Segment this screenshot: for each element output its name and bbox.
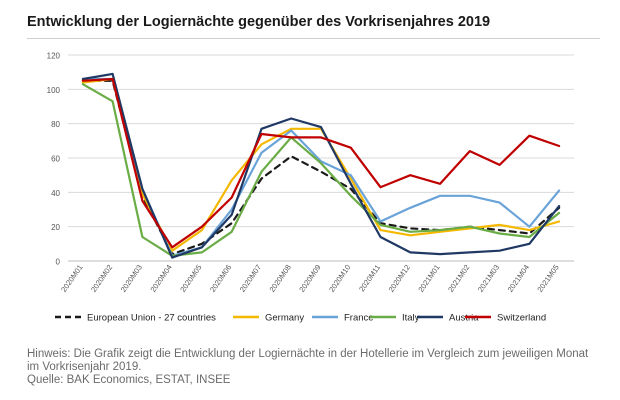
x-tick-label: 2020M10 xyxy=(327,263,352,294)
x-tick-label: 2021M02 xyxy=(446,263,471,294)
title-divider xyxy=(27,38,600,39)
series-line xyxy=(81,77,561,249)
footnote-line-2: im Vorkrisenjahr 2019. xyxy=(27,361,142,373)
series-line xyxy=(81,72,561,259)
source-line: Quelle: BAK Economics, ESTAT, INSEE xyxy=(27,374,231,386)
x-tick-label: 2020M07 xyxy=(238,263,263,294)
x-tick-label: 2020M11 xyxy=(357,263,382,293)
legend-label: France xyxy=(344,313,374,324)
series-line xyxy=(81,79,561,256)
legend-label: Switzerland xyxy=(497,313,546,324)
x-tick-label: 2020M09 xyxy=(297,263,322,294)
series-line xyxy=(81,83,561,257)
x-tick-label: 2020M02 xyxy=(89,263,114,294)
x-tick-label: 2020M08 xyxy=(268,263,293,294)
y-tick-label: 0 xyxy=(56,258,61,267)
chart-title: Entwicklung der Logiernächte gegenüber d… xyxy=(27,14,491,30)
y-tick-label: 120 xyxy=(47,52,61,61)
series-line xyxy=(81,77,561,252)
legend-label: Austria xyxy=(449,313,479,324)
y-tick-label: 20 xyxy=(51,223,60,232)
x-tick-label: 2020M01 xyxy=(59,263,84,294)
y-tick-label: 100 xyxy=(47,86,61,95)
x-tick-label: 2020M12 xyxy=(387,263,412,294)
x-tick-label: 2021M01 xyxy=(416,263,441,294)
legend-label: Italy xyxy=(402,313,420,324)
footnote: Hinweis: Die Grafik zeigt die Entwicklun… xyxy=(27,348,597,387)
x-tick-label: 2021M04 xyxy=(506,263,531,294)
x-tick-label: 2020M05 xyxy=(178,263,203,294)
y-tick-label: 80 xyxy=(51,120,60,129)
x-tick-label: 2021M03 xyxy=(476,263,501,294)
x-tick-label: 2021M05 xyxy=(535,263,560,294)
y-tick-label: 40 xyxy=(51,189,60,198)
x-tick-label: 2020M03 xyxy=(119,263,144,294)
legend-label: European Union - 27 countries xyxy=(87,313,216,324)
legend-label: Germany xyxy=(265,313,304,324)
x-tick-label: 2020M04 xyxy=(149,263,174,294)
footnote-line-1: Hinweis: Die Grafik zeigt die Entwicklun… xyxy=(27,348,589,360)
y-tick-label: 60 xyxy=(51,155,60,164)
x-tick-label: 2020M06 xyxy=(208,263,233,294)
